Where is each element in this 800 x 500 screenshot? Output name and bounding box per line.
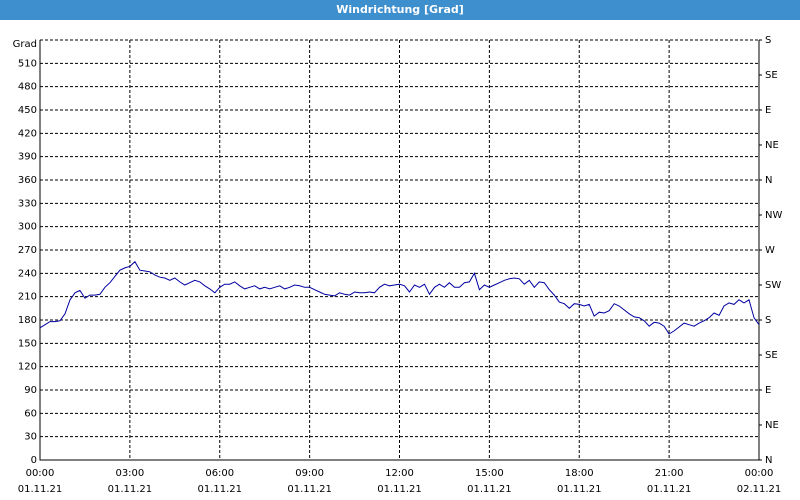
x-tick-date: 01.11.21 (377, 484, 422, 495)
y-tick-label: 180 (18, 315, 37, 326)
y-tick-label: 510 (18, 58, 37, 69)
y2-tick-label: E (765, 105, 771, 116)
y-tick-label: 60 (24, 408, 37, 419)
y-axis-label: Grad (13, 39, 37, 50)
axis-frame (39, 40, 760, 461)
x-tick-label: 00:00 (745, 468, 774, 479)
x-tick-label: 18:00 (565, 468, 594, 479)
y2-tick-label: SE (765, 70, 778, 81)
y-tick-label: 120 (18, 362, 37, 373)
data-line (39, 260, 760, 335)
x-tick-label: 09:00 (295, 468, 324, 479)
y2-tick-label: SW (765, 280, 781, 291)
y-tick-label: 90 (24, 385, 37, 396)
x-tick-label: 06:00 (205, 468, 234, 479)
x-tick-date: 01.11.21 (287, 484, 332, 495)
y-tick-label: 390 (18, 152, 37, 163)
y-tick-label: 300 (18, 222, 37, 233)
x-tick-date: 01.11.21 (18, 484, 63, 495)
y2-tick-label: SE (765, 350, 778, 361)
y-tick-label: 30 (24, 432, 37, 443)
y-tick-label: 360 (18, 175, 37, 186)
chart: Grad 0 30 60 90 120 150 180 210 240 270 300 330 360 3… (13, 35, 783, 495)
y2-tick-label: N (765, 455, 772, 466)
x-tick-label: 03:00 (115, 468, 144, 479)
y-tick-label: 450 (18, 105, 37, 116)
x-tick-date: 01.11.21 (197, 484, 242, 495)
y-tick-label: 420 (18, 128, 37, 139)
y2-tick-label: S (765, 35, 771, 46)
y-tick-label: 0 (31, 455, 37, 466)
y2-tick-label: N (765, 175, 772, 186)
x-tick-date: 01.11.21 (647, 484, 692, 495)
x-tick-date: 02.11.21 (737, 484, 782, 495)
y2-tick-label: W (765, 245, 775, 256)
y-tick-label: 480 (18, 82, 37, 93)
x-tick-date: 01.11.21 (108, 484, 153, 495)
y-tick-label: 270 (18, 245, 37, 256)
chart-title: Windrichtung [Grad] (0, 0, 800, 20)
x-tick-label: 21:00 (655, 468, 684, 479)
x-tick-date: 01.11.21 (557, 484, 602, 495)
y2-tick-label: S (765, 315, 771, 326)
x-tick-date: 01.11.21 (467, 484, 512, 495)
x-tick-label: 15:00 (475, 468, 504, 479)
y-tick-label: 210 (18, 292, 37, 303)
x-tick-label: 00:00 (26, 468, 55, 479)
y-tick-label: 330 (18, 198, 37, 209)
x-tick-label: 12:00 (385, 468, 414, 479)
y2-tick-label: NW (765, 210, 782, 221)
y2-tick-label: NE (765, 140, 779, 151)
y-tick-label: 240 (18, 268, 37, 279)
y-tick-label: 150 (18, 338, 37, 349)
y2-tick-label: NE (765, 420, 779, 431)
y2-tick-label: E (765, 385, 771, 396)
